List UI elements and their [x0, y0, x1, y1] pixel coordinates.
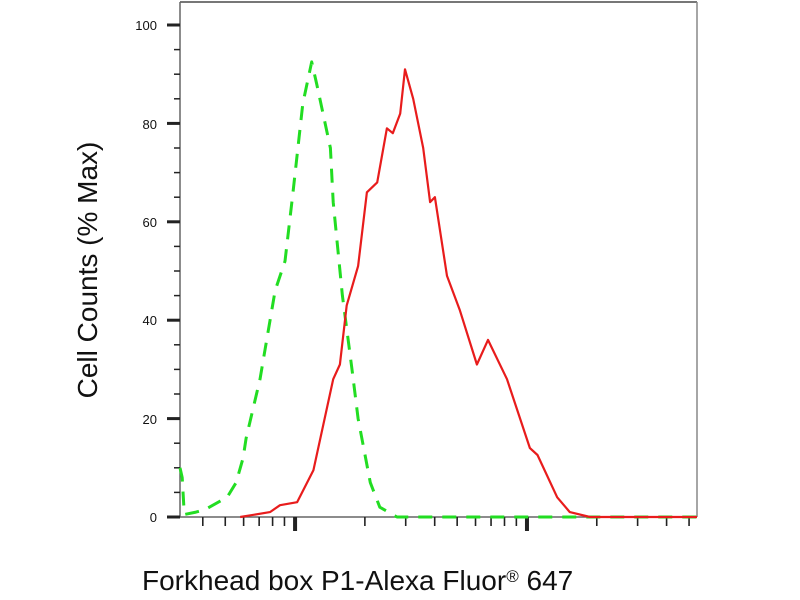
- registered-mark: ®: [506, 567, 519, 586]
- y-tick-label-20: 20: [143, 412, 157, 427]
- sample-histogram-line: [240, 68, 697, 519]
- plot-frame: [179, 1, 698, 518]
- x-axis-title: Forkhead box P1-Alexa Fluor® 647: [142, 565, 573, 597]
- y-axis: 0 20 40 60 80 100: [135, 18, 180, 525]
- y-tick-label-80: 80: [143, 117, 157, 132]
- y-tick-label-40: 40: [143, 313, 157, 328]
- series-group: [178, 60, 697, 519]
- y-tick-label-60: 60: [143, 215, 157, 230]
- y-tick-label-0: 0: [150, 510, 157, 525]
- y-axis-title: Cell Counts (% Max): [72, 141, 103, 399]
- x-axis-title-main: Forkhead box P1-Alexa Fluor: [142, 565, 507, 596]
- control-histogram-line: [178, 60, 697, 519]
- x-axis: [201, 517, 690, 531]
- x-axis-title-tail: 647: [518, 565, 574, 596]
- y-tick-label-100: 100: [135, 18, 157, 33]
